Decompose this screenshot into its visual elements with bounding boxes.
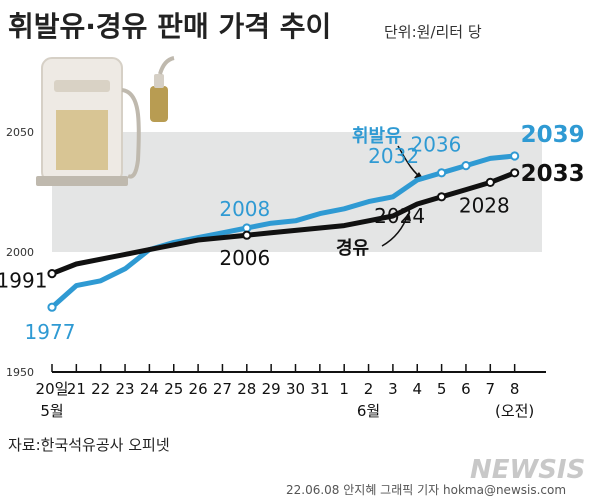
x-tick-label: 6 bbox=[461, 380, 471, 398]
data-label: 2024 bbox=[374, 204, 425, 228]
data-label: 2039 bbox=[521, 122, 585, 148]
month-labels: 5월 6월 (오전) bbox=[40, 402, 534, 420]
chart-title: 휘발유·경유 판매 가격 추이 bbox=[8, 10, 331, 43]
highlight-band bbox=[52, 132, 542, 252]
x-tick-label: 25 bbox=[164, 380, 183, 398]
data-label: 2032 bbox=[368, 144, 419, 168]
credit-line: 22.06.08 안지혜 그래픽 기자 hokma@newsis.com bbox=[286, 483, 566, 497]
x-tick-label: 22 bbox=[91, 380, 110, 398]
month-label: 6월 bbox=[357, 402, 380, 420]
data-label: 2008 bbox=[219, 197, 270, 221]
x-tick-label: 8 bbox=[510, 380, 520, 398]
data-label: 1977 bbox=[25, 320, 76, 344]
data-point-marker bbox=[437, 192, 447, 202]
x-tick-label: 30 bbox=[286, 380, 305, 398]
x-tick-label: 7 bbox=[486, 380, 496, 398]
data-point-marker bbox=[437, 168, 447, 178]
data-point-marker bbox=[485, 177, 495, 187]
data-point-marker bbox=[510, 168, 520, 178]
series-label-diesel: 경유 bbox=[336, 238, 369, 259]
data-label: 1991 bbox=[0, 269, 47, 293]
x-tick-label: 5 bbox=[437, 380, 447, 398]
data-label: 2028 bbox=[459, 193, 510, 217]
x-tick-label: 26 bbox=[189, 380, 208, 398]
fuel-pump-icon bbox=[36, 56, 175, 186]
y-tick-label: 1950 bbox=[6, 366, 34, 379]
source-label: 자료:한국석유공사 오피넷 bbox=[8, 436, 170, 454]
data-point-marker bbox=[461, 161, 471, 171]
data-point-marker bbox=[510, 151, 520, 161]
series-name-diesel: 경유 bbox=[336, 212, 411, 259]
x-tick-label: 3 bbox=[388, 380, 398, 398]
data-label: 2033 bbox=[521, 161, 585, 187]
series-layer bbox=[47, 151, 520, 312]
data-point-marker bbox=[47, 302, 57, 312]
data-label: 2036 bbox=[410, 133, 461, 157]
x-tick-label: 20일 bbox=[36, 380, 69, 398]
x-tick-label: 24 bbox=[140, 380, 159, 398]
data-point-marker bbox=[242, 223, 252, 233]
x-tick-label: 21 bbox=[67, 380, 86, 398]
series-label-gasoline: 휘발유 bbox=[352, 125, 402, 147]
x-tick-label: 2 bbox=[364, 380, 374, 398]
x-tick-label: 29 bbox=[262, 380, 281, 398]
data-point-marker bbox=[47, 269, 57, 279]
y-axis: 1950 2000 2050 bbox=[6, 126, 34, 379]
x-tick-label: 4 bbox=[412, 380, 422, 398]
x-tick-label: 27 bbox=[213, 380, 232, 398]
data-point-marker bbox=[242, 230, 252, 240]
y-tick-label: 2000 bbox=[6, 246, 34, 259]
y-tick-label: 2050 bbox=[6, 126, 34, 139]
x-tick-label: 23 bbox=[116, 380, 135, 398]
newsis-logo: NEWSIS bbox=[470, 455, 585, 485]
x-tick-label: 28 bbox=[237, 380, 256, 398]
month-label: (오전) bbox=[495, 402, 534, 420]
x-tick-label: 31 bbox=[310, 380, 329, 398]
unit-label: 단위:원/리터 당 bbox=[384, 23, 482, 41]
data-label: 2006 bbox=[219, 246, 270, 270]
month-label: 5월 bbox=[40, 402, 63, 420]
x-tick-label: 1 bbox=[339, 380, 349, 398]
